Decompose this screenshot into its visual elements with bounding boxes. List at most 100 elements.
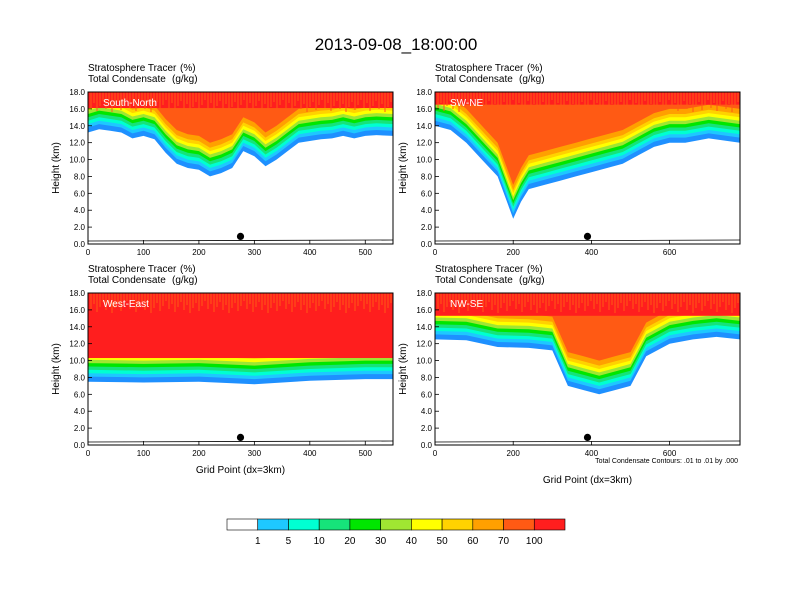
colorbar-swatch <box>257 518 289 531</box>
terrain-contour <box>435 239 740 242</box>
colorbar-label: 10 <box>314 536 326 547</box>
y-tick-label: 4.0 <box>421 407 433 416</box>
y-axis-label: Height (km) <box>398 343 409 395</box>
y-tick-label: 8.0 <box>421 172 433 181</box>
x-tick-label: 500 <box>359 449 373 458</box>
x-tick-label: 300 <box>248 248 262 257</box>
plot-frame <box>87 91 394 245</box>
panel-sw-ne: SW-NE Stratosphere Tracer (%) Total Condens… <box>398 63 741 257</box>
figure-title: 2013-09-08_18:00:00 <box>315 35 478 54</box>
x-axis-label: Grid Point (dx=3km) <box>543 475 632 486</box>
location-marker <box>236 232 245 240</box>
plot-frame <box>87 292 394 446</box>
y-tick-label: 14.0 <box>69 122 85 131</box>
y-tick-label: 16.0 <box>416 306 432 315</box>
colorbar-label: 50 <box>437 536 449 547</box>
x-tick-label: 400 <box>585 449 599 458</box>
x-tick-label: 0 <box>433 248 438 257</box>
y-tick-label: 18.0 <box>416 88 432 97</box>
subtitle-tracer: Stratosphere Tracer <box>435 264 524 275</box>
subtitle-condensate: Total Condensate <box>435 275 513 286</box>
subtitle-condensate-unit: (g/kg) <box>172 275 198 286</box>
y-tick-label: 10.0 <box>416 156 432 165</box>
y-tick-label: 16.0 <box>416 105 432 114</box>
panel-label: South-North <box>103 98 157 109</box>
x-tick-label: 0 <box>86 449 91 458</box>
terrain-contour <box>88 239 393 242</box>
tracer-field <box>88 92 393 242</box>
panel-label: NW-SE <box>450 299 483 310</box>
y-tick-label: 0.0 <box>74 441 86 450</box>
colorbar-label: 5 <box>286 536 292 547</box>
y-tick-label: 18.0 <box>69 289 85 298</box>
y-tick-label: 4.0 <box>421 206 433 215</box>
y-tick-label: 18.0 <box>416 289 432 298</box>
x-tick-label: 300 <box>248 449 262 458</box>
y-tick-label: 4.0 <box>74 407 86 416</box>
colorbar-label: 20 <box>344 536 356 547</box>
y-tick-label: 10.0 <box>69 156 85 165</box>
x-tick-label: 200 <box>192 449 206 458</box>
colorbar-swatch <box>533 518 566 531</box>
y-tick-label: 14.0 <box>416 122 432 131</box>
location-marker <box>583 433 592 441</box>
y-tick-label: 2.0 <box>421 424 433 433</box>
colorbar-label: 70 <box>498 536 510 547</box>
y-tick-label: 8.0 <box>74 373 86 382</box>
y-tick-label: 18.0 <box>69 88 85 97</box>
colorbar-swatch <box>288 518 320 531</box>
y-tick-label: 10.0 <box>69 357 85 366</box>
x-tick-label: 500 <box>359 248 373 257</box>
contour-footnote: Total Condensate Contours: .01 to .01 by… <box>595 458 738 465</box>
colorbar-swatch <box>411 518 443 531</box>
colorbar-swatch <box>380 518 412 531</box>
x-tick-label: 400 <box>303 248 317 257</box>
x-tick-label: 0 <box>433 449 438 458</box>
plot-frame <box>434 292 741 446</box>
subtitle-condensate-unit: (g/kg) <box>519 74 545 85</box>
x-tick-label: 400 <box>585 248 599 257</box>
y-tick-label: 8.0 <box>421 373 433 382</box>
y-tick-label: 16.0 <box>69 306 85 315</box>
x-tick-label: 400 <box>303 449 317 458</box>
x-tick-label: 0 <box>86 248 91 257</box>
y-tick-label: 2.0 <box>74 424 86 433</box>
panel-south-north: South-North Stratosphere Tracer (%) Total C… <box>51 63 394 257</box>
x-tick-label: 200 <box>192 248 206 257</box>
x-axis-label: Grid Point (dx=3km) <box>196 465 285 476</box>
colorbar-label: 1 <box>255 536 261 547</box>
panel-west-east: West-East Stratosphere Tracer (%) Total Con… <box>51 264 394 476</box>
subtitle-condensate: Total Condensate <box>88 275 166 286</box>
y-axis-label: Height (km) <box>51 142 62 194</box>
panel-label: SW-NE <box>450 98 483 109</box>
y-tick-label: 8.0 <box>74 172 86 181</box>
colorbar-swatch <box>441 518 474 531</box>
y-tick-label: 12.0 <box>69 340 85 349</box>
y-tick-label: 10.0 <box>416 357 432 366</box>
y-axis-label: Height (km) <box>398 142 409 194</box>
y-tick-label: 16.0 <box>69 105 85 114</box>
y-tick-label: 0.0 <box>74 240 86 249</box>
subtitle-tracer-unit: (%) <box>527 264 543 275</box>
subtitle-tracer-unit: (%) <box>527 63 543 74</box>
y-tick-label: 4.0 <box>74 206 86 215</box>
tracer-field <box>88 293 393 443</box>
subtitle-condensate-unit: (g/kg) <box>172 74 198 85</box>
colorbar-label: 40 <box>406 536 418 547</box>
y-tick-label: 0.0 <box>421 240 433 249</box>
y-tick-label: 2.0 <box>421 223 433 232</box>
location-marker <box>236 433 245 441</box>
subtitle-tracer-unit: (%) <box>180 63 196 74</box>
y-tick-label: 12.0 <box>416 139 432 148</box>
y-tick-label: 12.0 <box>416 340 432 349</box>
y-axis-label: Height (km) <box>51 343 62 395</box>
colorbar-swatch <box>349 518 381 531</box>
y-tick-label: 6.0 <box>74 189 86 198</box>
colorbar-label: 30 <box>375 536 387 547</box>
panel-nw-se: NW-SE Stratosphere Tracer (%) Total Condens… <box>398 264 741 486</box>
x-tick-label: 600 <box>663 449 677 458</box>
colorbar-swatch <box>503 518 535 531</box>
subtitle-condensate: Total Condensate <box>88 74 166 85</box>
